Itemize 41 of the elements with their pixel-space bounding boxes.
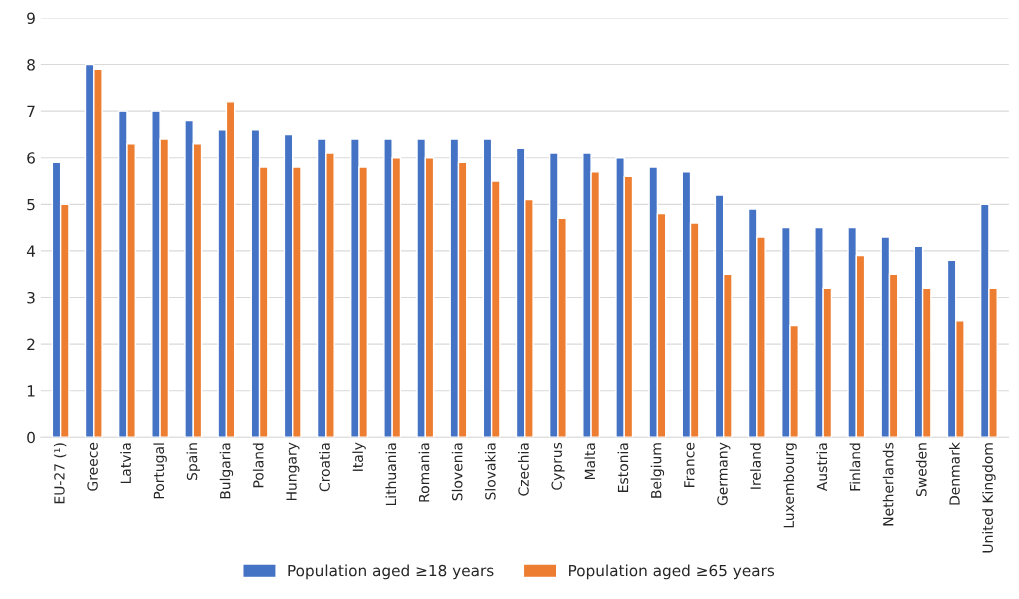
x-tick-label: Poland	[252, 443, 264, 488]
y-tick-label: 2	[27, 338, 35, 350]
y-tick-label: 9	[27, 12, 35, 24]
x-tick-label: Czechia	[518, 443, 529, 496]
x-tick-label: United Kingdom	[982, 443, 996, 553]
x-tick-label: Finland	[849, 443, 861, 491]
y-tick-label: 1	[27, 385, 35, 397]
x-tick-label: Austria	[816, 443, 828, 492]
y-tick-label: 6	[27, 152, 35, 164]
x-tick-label: Ireland	[750, 443, 761, 489]
x-tick-label: Cyprus	[551, 442, 565, 490]
x-tick-label: Slovenia	[451, 443, 463, 501]
x-tick-label: Lithuania	[385, 443, 397, 506]
x-tick-label: Belgium	[650, 443, 665, 498]
x-tick-label: Malta	[584, 443, 596, 480]
x-tick-label: Germany	[717, 442, 731, 506]
x-tick-label: Romania	[418, 443, 430, 502]
x-tick-label: Croatia	[319, 443, 330, 492]
y-tick-label: 7	[27, 105, 35, 117]
x-tick-label: Slovakia	[484, 443, 496, 500]
x-tick-label: Bulgaria	[219, 443, 234, 499]
legend-label: Population aged ≥65 years	[569, 564, 775, 580]
x-tick-label: EU-27 (¹)	[53, 443, 67, 504]
x-tick-label: Estonia	[617, 443, 629, 492]
x-tick-label: Latvia	[120, 443, 131, 484]
x-tick-label: Spain	[186, 443, 200, 481]
x-tick-label: Luxembourg	[783, 443, 797, 528]
x-tick-label: Sweden	[915, 443, 927, 497]
x-tick-label: Denmark	[949, 442, 960, 505]
y-tick-label: 4	[26, 245, 36, 257]
y-tick-label: 8	[27, 59, 35, 71]
x-tick-label: France	[684, 442, 695, 487]
x-tick-label: Greece	[87, 442, 98, 491]
y-tick-label: 3	[27, 291, 35, 304]
y-tick-label: 5	[27, 198, 35, 211]
x-tick-label: Hungary	[286, 442, 300, 501]
x-tick-label: Portugal	[153, 443, 167, 499]
legend-label: Population aged ≥18 years	[288, 564, 494, 580]
x-tick-label: Italy	[352, 442, 366, 471]
x-tick-label: Netherlands	[882, 442, 894, 526]
y-tick-label: 0	[27, 431, 35, 444]
